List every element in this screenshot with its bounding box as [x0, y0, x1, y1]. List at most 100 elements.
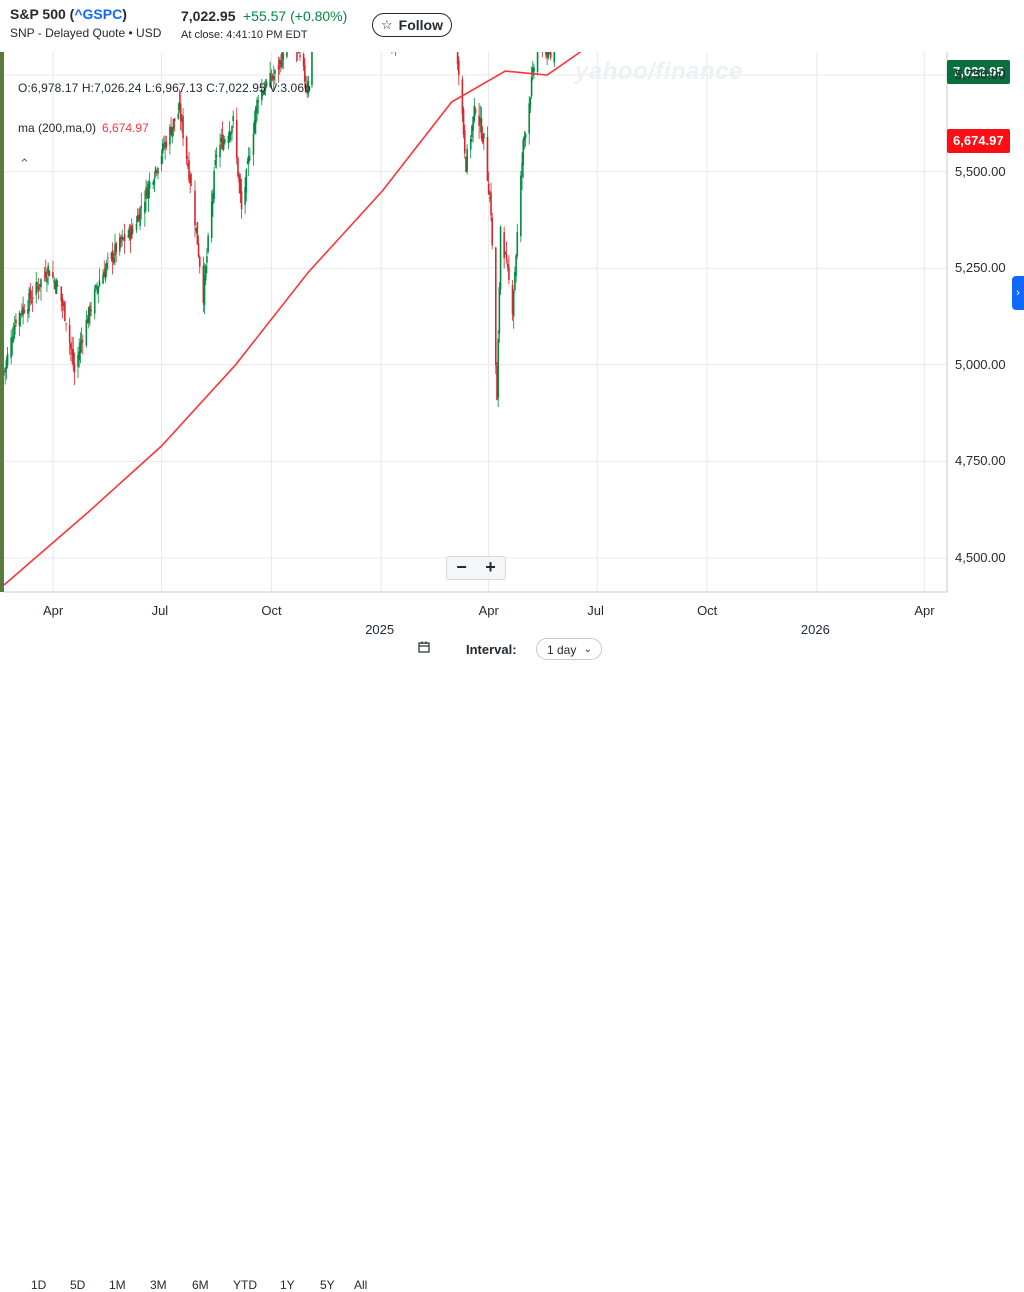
candle-up — [521, 163, 523, 176]
candle-up — [99, 281, 101, 286]
ma-legend[interactable]: ma (200,ma,0) 6,674.97 — [18, 121, 149, 135]
x-tick-label: Apr — [479, 603, 499, 618]
candle-up — [205, 266, 207, 281]
candle-down — [15, 320, 17, 324]
candle-down — [29, 289, 31, 300]
candle-up — [7, 354, 9, 365]
range-button-3m[interactable]: 3M — [150, 1278, 167, 1292]
candle-down — [488, 184, 490, 195]
candle-down — [464, 130, 466, 153]
yahoo-finance-watermark: yahoo/finance — [575, 58, 743, 86]
candle-up — [286, 52, 288, 57]
candle-up — [144, 202, 146, 213]
candle-down — [49, 271, 51, 276]
ma-price-tag: 6,674.97 — [947, 129, 1010, 153]
candle-up — [78, 351, 80, 360]
candle-up — [248, 156, 250, 164]
candle-down — [197, 222, 199, 244]
candle-up — [516, 232, 518, 255]
ma-legend-value: 6,674.97 — [102, 121, 149, 135]
candle-up — [246, 169, 248, 192]
candle-up — [105, 268, 107, 279]
candle-up — [224, 139, 226, 142]
expand-panel-button[interactable]: › — [1012, 276, 1024, 310]
x-tick-label: Jul — [587, 603, 604, 618]
follow-button[interactable]: ☆ Follow — [372, 13, 452, 37]
candle-up — [528, 103, 530, 133]
candle-down — [182, 116, 184, 138]
price-chart[interactable] — [0, 52, 1024, 602]
quote-subtitle: SNP - Delayed Quote • USD — [10, 26, 161, 40]
range-button-1d[interactable]: 1D — [31, 1278, 46, 1292]
range-button-5d[interactable]: 5D — [70, 1278, 85, 1292]
candle-down — [32, 298, 34, 299]
range-button-1m[interactable]: 1M — [109, 1278, 126, 1292]
candle-up — [154, 178, 156, 185]
zoom-out-button[interactable]: − — [447, 557, 476, 579]
candle-up — [40, 279, 42, 287]
candle-up — [513, 293, 515, 317]
candle-up — [500, 227, 502, 289]
candle-down — [107, 258, 109, 259]
interval-label: Interval: — [466, 642, 517, 657]
ma-legend-label: ma (200,ma,0) — [18, 121, 96, 135]
candle-down — [495, 248, 497, 365]
candle-down — [507, 264, 509, 267]
candle-down — [186, 137, 188, 159]
range-button-all[interactable]: All — [354, 1278, 367, 1292]
y-tick-label: 5,750.00 — [955, 67, 1006, 82]
candle-up — [553, 52, 555, 62]
candle-down — [278, 65, 280, 69]
range-button-6m[interactable]: 6M — [192, 1278, 209, 1292]
candle-down — [487, 137, 489, 181]
quote-title: S&P 500 (^GSPC) — [10, 6, 127, 22]
candle-up — [214, 160, 216, 165]
candle-up — [533, 68, 535, 72]
candle-up — [211, 201, 213, 238]
x-tick-label: Jul — [152, 603, 169, 618]
range-button-5y[interactable]: 5Y — [320, 1278, 335, 1292]
candle-up — [515, 255, 517, 275]
candle-down — [23, 310, 25, 313]
candle-up — [470, 139, 472, 150]
interval-select[interactable]: 1 day ⌄ — [536, 638, 602, 660]
candle-up — [505, 252, 507, 254]
candle-down — [237, 158, 239, 177]
x-year-label: 2026 — [801, 622, 830, 637]
candle-down — [283, 53, 285, 59]
candle-up — [474, 106, 476, 121]
candle-down — [506, 254, 508, 258]
candle-down — [491, 218, 493, 246]
candle-down — [174, 118, 176, 121]
candle-down — [52, 272, 54, 277]
candle-up — [86, 320, 88, 345]
candle-up — [311, 52, 313, 85]
candle-down — [45, 272, 47, 279]
candle-up — [499, 287, 501, 333]
range-button-1y[interactable]: 1Y — [280, 1278, 295, 1292]
ticker-close-paren: ) — [122, 6, 127, 22]
candle-up — [46, 278, 48, 282]
candle-up — [497, 339, 499, 398]
y-tick-label: 5,500.00 — [955, 164, 1006, 179]
candle-down — [180, 104, 182, 121]
ohlc-readout: O:6,978.17 H:7,026.24 L:6,967.13 C:7,022… — [18, 81, 311, 95]
x-year-label: 2025 — [365, 622, 394, 637]
candle-down — [458, 61, 460, 75]
candle-up — [106, 263, 108, 268]
chevron-up-icon[interactable]: ⌃ — [19, 156, 30, 172]
candle-down — [140, 206, 142, 208]
candle-down — [304, 65, 306, 81]
calendar-icon[interactable] — [418, 641, 430, 656]
candle-up — [31, 301, 33, 303]
ticker-symbol[interactable]: ^GSPC — [74, 6, 122, 22]
candle-down — [166, 142, 168, 147]
candle-up — [90, 310, 92, 311]
index-name: S&P 500 — [10, 6, 66, 22]
candle-up — [13, 335, 15, 340]
candle-down — [70, 344, 72, 349]
candle-up — [230, 133, 232, 135]
zoom-in-button[interactable]: + — [476, 557, 505, 579]
candle-down — [475, 109, 477, 113]
range-button-ytd[interactable]: YTD — [233, 1278, 257, 1292]
